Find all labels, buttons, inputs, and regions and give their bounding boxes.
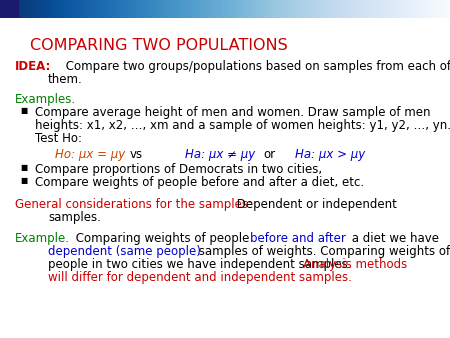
Text: Compare average height of men and women. Draw sample of men: Compare average height of men and women.… bbox=[35, 106, 431, 119]
Text: Compare proportions of Democrats in two cities,: Compare proportions of Democrats in two … bbox=[35, 163, 322, 176]
Text: IDEA:: IDEA: bbox=[15, 60, 51, 73]
Text: Analysis methods: Analysis methods bbox=[303, 258, 407, 271]
Text: Example.: Example. bbox=[15, 232, 70, 245]
Text: heights: x1, x2, …, xm and a sample of women heights: y1, y2, …, yn.: heights: x1, x2, …, xm and a sample of w… bbox=[35, 119, 450, 132]
Text: people in two cities we have independent samples.: people in two cities we have independent… bbox=[48, 258, 355, 271]
Text: before and after: before and after bbox=[250, 232, 346, 245]
Bar bbox=[0, 0, 18, 18]
Text: will differ for dependent and independent samples.: will differ for dependent and independen… bbox=[48, 271, 352, 284]
Text: them.: them. bbox=[48, 73, 83, 86]
Text: ■: ■ bbox=[20, 176, 27, 185]
Text: Examples.: Examples. bbox=[15, 93, 76, 106]
Text: dependent (same people): dependent (same people) bbox=[48, 245, 201, 258]
Text: Ha: μx > μy: Ha: μx > μy bbox=[295, 148, 365, 161]
Text: ■: ■ bbox=[20, 106, 27, 115]
Text: samples of weights. Comparing weights of: samples of weights. Comparing weights of bbox=[195, 245, 450, 258]
Text: Dependent or independent: Dependent or independent bbox=[233, 198, 397, 211]
Text: vs: vs bbox=[130, 148, 143, 161]
Text: Ha: μx ≠ μy: Ha: μx ≠ μy bbox=[185, 148, 255, 161]
Text: ■: ■ bbox=[20, 163, 27, 172]
Text: samples.: samples. bbox=[48, 211, 101, 224]
Text: or: or bbox=[263, 148, 275, 161]
Text: General considerations for the samples:: General considerations for the samples: bbox=[15, 198, 252, 211]
Text: Ho: μx = μy: Ho: μx = μy bbox=[55, 148, 125, 161]
Text: Comparing weights of people: Comparing weights of people bbox=[72, 232, 253, 245]
Text: COMPARING TWO POPULATIONS: COMPARING TWO POPULATIONS bbox=[30, 38, 288, 53]
Text: a diet we have: a diet we have bbox=[348, 232, 439, 245]
Text: Compare weights of people before and after a diet, etc.: Compare weights of people before and aft… bbox=[35, 176, 364, 189]
Text: Test Ho:: Test Ho: bbox=[35, 132, 82, 145]
Text: Compare two groups/populations based on samples from each of: Compare two groups/populations based on … bbox=[62, 60, 450, 73]
